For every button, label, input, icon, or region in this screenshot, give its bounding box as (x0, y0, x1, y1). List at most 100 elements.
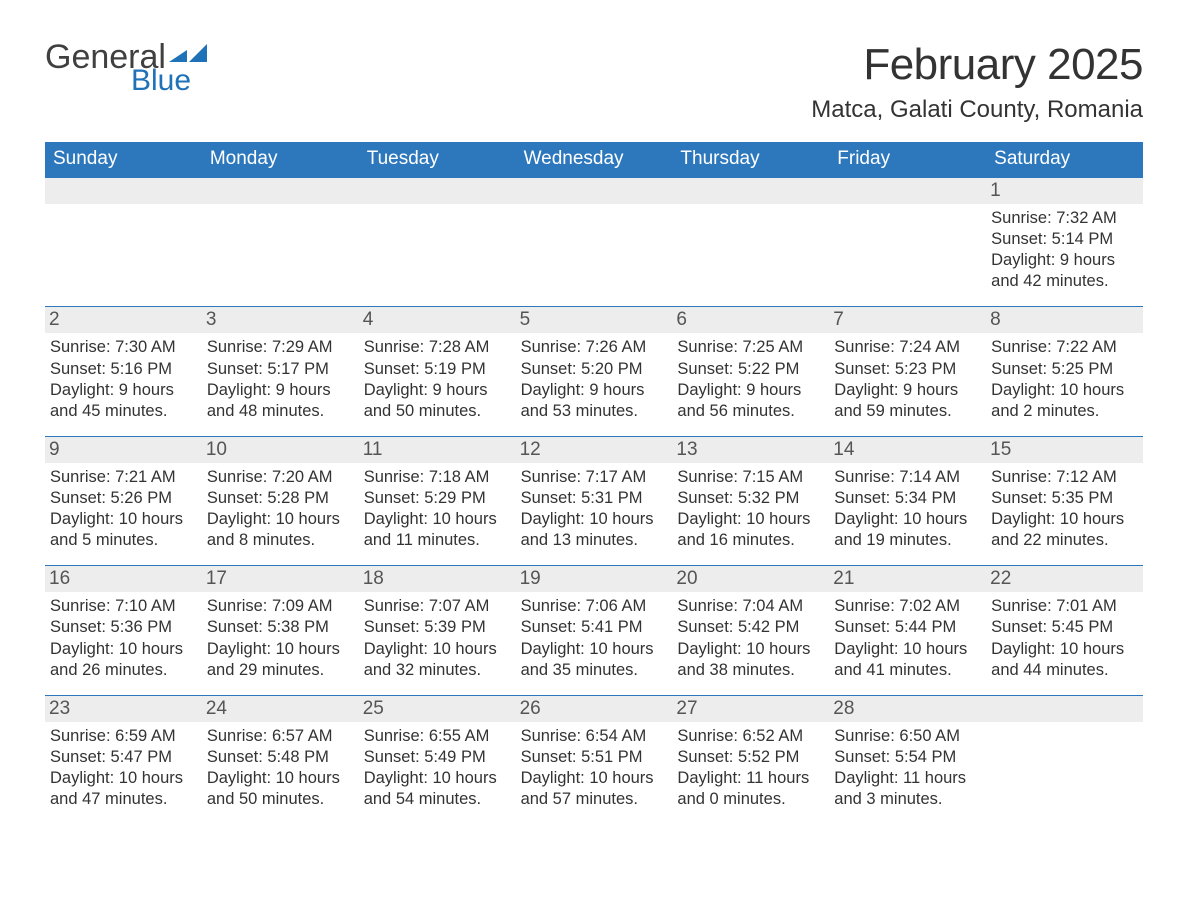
day-number: 5 (516, 307, 673, 333)
daylight-line: Daylight: 10 hours and 38 minutes. (677, 639, 823, 681)
daylight-line: Daylight: 10 hours and 50 minutes. (207, 768, 353, 810)
day-body: Sunrise: 6:57 AMSunset: 5:48 PMDaylight:… (206, 726, 353, 810)
logo-text-blue: Blue (131, 66, 207, 96)
sunset-line: Sunset: 5:47 PM (50, 747, 196, 768)
daylight-line: Daylight: 10 hours and 41 minutes. (834, 639, 980, 681)
sunrise-line: Sunrise: 7:22 AM (991, 337, 1137, 358)
sunrise-line: Sunrise: 7:04 AM (677, 596, 823, 617)
sunrise-line: Sunrise: 6:54 AM (521, 726, 667, 747)
day-number: 2 (45, 307, 202, 333)
day-of-week-cell: Monday (202, 142, 359, 177)
sunrise-line: Sunrise: 7:09 AM (207, 596, 353, 617)
day-number (359, 178, 516, 204)
day-cell (516, 178, 673, 306)
day-cell: 4Sunrise: 7:28 AMSunset: 5:19 PMDaylight… (359, 307, 516, 435)
daylight-line: Daylight: 9 hours and 42 minutes. (991, 250, 1137, 292)
daylight-line: Daylight: 10 hours and 13 minutes. (521, 509, 667, 551)
day-number: 1 (986, 178, 1143, 204)
day-cell: 10 Sunrise: 7:20 AMSunset: 5:28 PMDayligh… (202, 437, 359, 565)
day-of-week-cell: Saturday (986, 142, 1143, 177)
day-body: Sunrise: 7:29 AMSunset: 5:17 PMDaylight:… (206, 337, 353, 421)
daylight-line: Daylight: 10 hours and 19 minutes. (834, 509, 980, 551)
sunrise-line: Sunrise: 7:02 AM (834, 596, 980, 617)
sunset-line: Sunset: 5:42 PM (677, 617, 823, 638)
daylight-line: Daylight: 10 hours and 5 minutes. (50, 509, 196, 551)
day-number: 20 (672, 566, 829, 592)
daylight-line: Daylight: 10 hours and 47 minutes. (50, 768, 196, 810)
day-number: 17 (202, 566, 359, 592)
day-body: Sunrise: 7:18 AMSunset: 5:29 PMDaylight:… (363, 467, 510, 551)
week-row: 2 Sunrise: 7:30 AMSunset: 5:16 PMDaylight… (45, 306, 1143, 435)
sunset-line: Sunset: 5:23 PM (834, 359, 980, 380)
daylight-line: Daylight: 9 hours and 48 minutes. (207, 380, 353, 422)
day-body: Sunrise: 7:14 AMSunset: 5:34 PMDaylight:… (833, 467, 980, 551)
sunset-line: Sunset: 5:54 PM (834, 747, 980, 768)
sunset-line: Sunset: 5:14 PM (991, 229, 1137, 250)
day-number: 6 (672, 307, 829, 333)
sunset-line: Sunset: 5:44 PM (834, 617, 980, 638)
sunrise-line: Sunrise: 7:10 AM (50, 596, 196, 617)
sunset-line: Sunset: 5:28 PM (207, 488, 353, 509)
day-number: 21 (829, 566, 986, 592)
header: General Blue February 2025 Matca, Galati… (45, 40, 1143, 124)
sunrise-line: Sunrise: 6:52 AM (677, 726, 823, 747)
sunrise-line: Sunrise: 6:59 AM (50, 726, 196, 747)
day-cell: 2 Sunrise: 7:30 AMSunset: 5:16 PMDaylight… (45, 307, 202, 435)
day-cell: 3 Sunrise: 7:29 AMSunset: 5:17 PMDaylight… (202, 307, 359, 435)
day-number: 10 (202, 437, 359, 463)
day-number (202, 178, 359, 204)
day-body: Sunrise: 7:32 AMSunset: 5:14 PMDaylight:… (990, 208, 1137, 292)
daylight-line: Daylight: 10 hours and 8 minutes. (207, 509, 353, 551)
day-number: 15 (986, 437, 1143, 463)
day-body: Sunrise: 7:01 AMSunset: 5:45 PMDaylight:… (990, 596, 1137, 680)
daylight-line: Daylight: 10 hours and 57 minutes. (521, 768, 667, 810)
day-cell (45, 178, 202, 306)
day-cell: 9Sunrise: 7:21 AMSunset: 5:26 PMDaylight… (45, 437, 202, 565)
day-number: 3 (202, 307, 359, 333)
sunrise-line: Sunrise: 7:28 AM (364, 337, 510, 358)
day-cell: 1 Sunrise: 7:32 AMSunset: 5:14 PMDaylight… (986, 178, 1143, 306)
day-cell: 8 Sunrise: 7:22 AMSunset: 5:25 PMDaylight… (986, 307, 1143, 435)
day-number (45, 178, 202, 204)
day-cell: 23 Sunrise: 6:59 AMSunset: 5:47 PMDayligh… (45, 696, 202, 824)
sunset-line: Sunset: 5:34 PM (834, 488, 980, 509)
day-cell (672, 178, 829, 306)
day-of-week-cell: Thursday (672, 142, 829, 177)
sunset-line: Sunset: 5:17 PM (207, 359, 353, 380)
day-cell: 17Sunrise: 7:09 AMSunset: 5:38 PMDayligh… (202, 566, 359, 694)
sunrise-line: Sunrise: 7:29 AM (207, 337, 353, 358)
day-body: Sunrise: 6:52 AMSunset: 5:52 PMDaylight:… (676, 726, 823, 810)
day-body: Sunrise: 7:04 AMSunset: 5:42 PMDaylight:… (676, 596, 823, 680)
day-body: Sunrise: 7:25 AMSunset: 5:22 PMDaylight:… (676, 337, 823, 421)
day-body: Sunrise: 7:22 AMSunset: 5:25 PMDaylight:… (990, 337, 1137, 421)
sunset-line: Sunset: 5:49 PM (364, 747, 510, 768)
sunset-line: Sunset: 5:31 PM (521, 488, 667, 509)
day-body: Sunrise: 7:02 AMSunset: 5:44 PMDaylight:… (833, 596, 980, 680)
day-number: 11 (359, 437, 516, 463)
day-cell: 7Sunrise: 7:24 AMSunset: 5:23 PMDaylight… (829, 307, 986, 435)
day-number: 23 (45, 696, 202, 722)
day-cell (986, 696, 1143, 824)
logo: General Blue (45, 40, 207, 96)
sunset-line: Sunset: 5:38 PM (207, 617, 353, 638)
day-cell (359, 178, 516, 306)
calendar: SundayMondayTuesdayWednesdayThursdayFrid… (45, 142, 1143, 824)
day-cell: 5Sunrise: 7:26 AMSunset: 5:20 PMDaylight… (516, 307, 673, 435)
day-number: 8 (986, 307, 1143, 333)
day-number (829, 178, 986, 204)
daylight-line: Daylight: 9 hours and 56 minutes. (677, 380, 823, 422)
sunset-line: Sunset: 5:16 PM (50, 359, 196, 380)
sunrise-line: Sunrise: 7:17 AM (521, 467, 667, 488)
day-cell: 26Sunrise: 6:54 AMSunset: 5:51 PMDayligh… (516, 696, 673, 824)
day-body: Sunrise: 7:30 AMSunset: 5:16 PMDaylight:… (49, 337, 196, 421)
day-cell: 11 Sunrise: 7:18 AMSunset: 5:29 PMDayligh… (359, 437, 516, 565)
day-body: Sunrise: 7:21 AMSunset: 5:26 PMDaylight:… (49, 467, 196, 551)
day-body: Sunrise: 7:20 AMSunset: 5:28 PMDaylight:… (206, 467, 353, 551)
week-row: 16Sunrise: 7:10 AMSunset: 5:36 PMDayligh… (45, 565, 1143, 694)
daylight-line: Daylight: 9 hours and 59 minutes. (834, 380, 980, 422)
day-number: 16 (45, 566, 202, 592)
day-cell: 28Sunrise: 6:50 AMSunset: 5:54 PMDayligh… (829, 696, 986, 824)
sunrise-line: Sunrise: 7:07 AM (364, 596, 510, 617)
day-body: Sunrise: 7:17 AMSunset: 5:31 PMDaylight:… (520, 467, 667, 551)
sunset-line: Sunset: 5:19 PM (364, 359, 510, 380)
